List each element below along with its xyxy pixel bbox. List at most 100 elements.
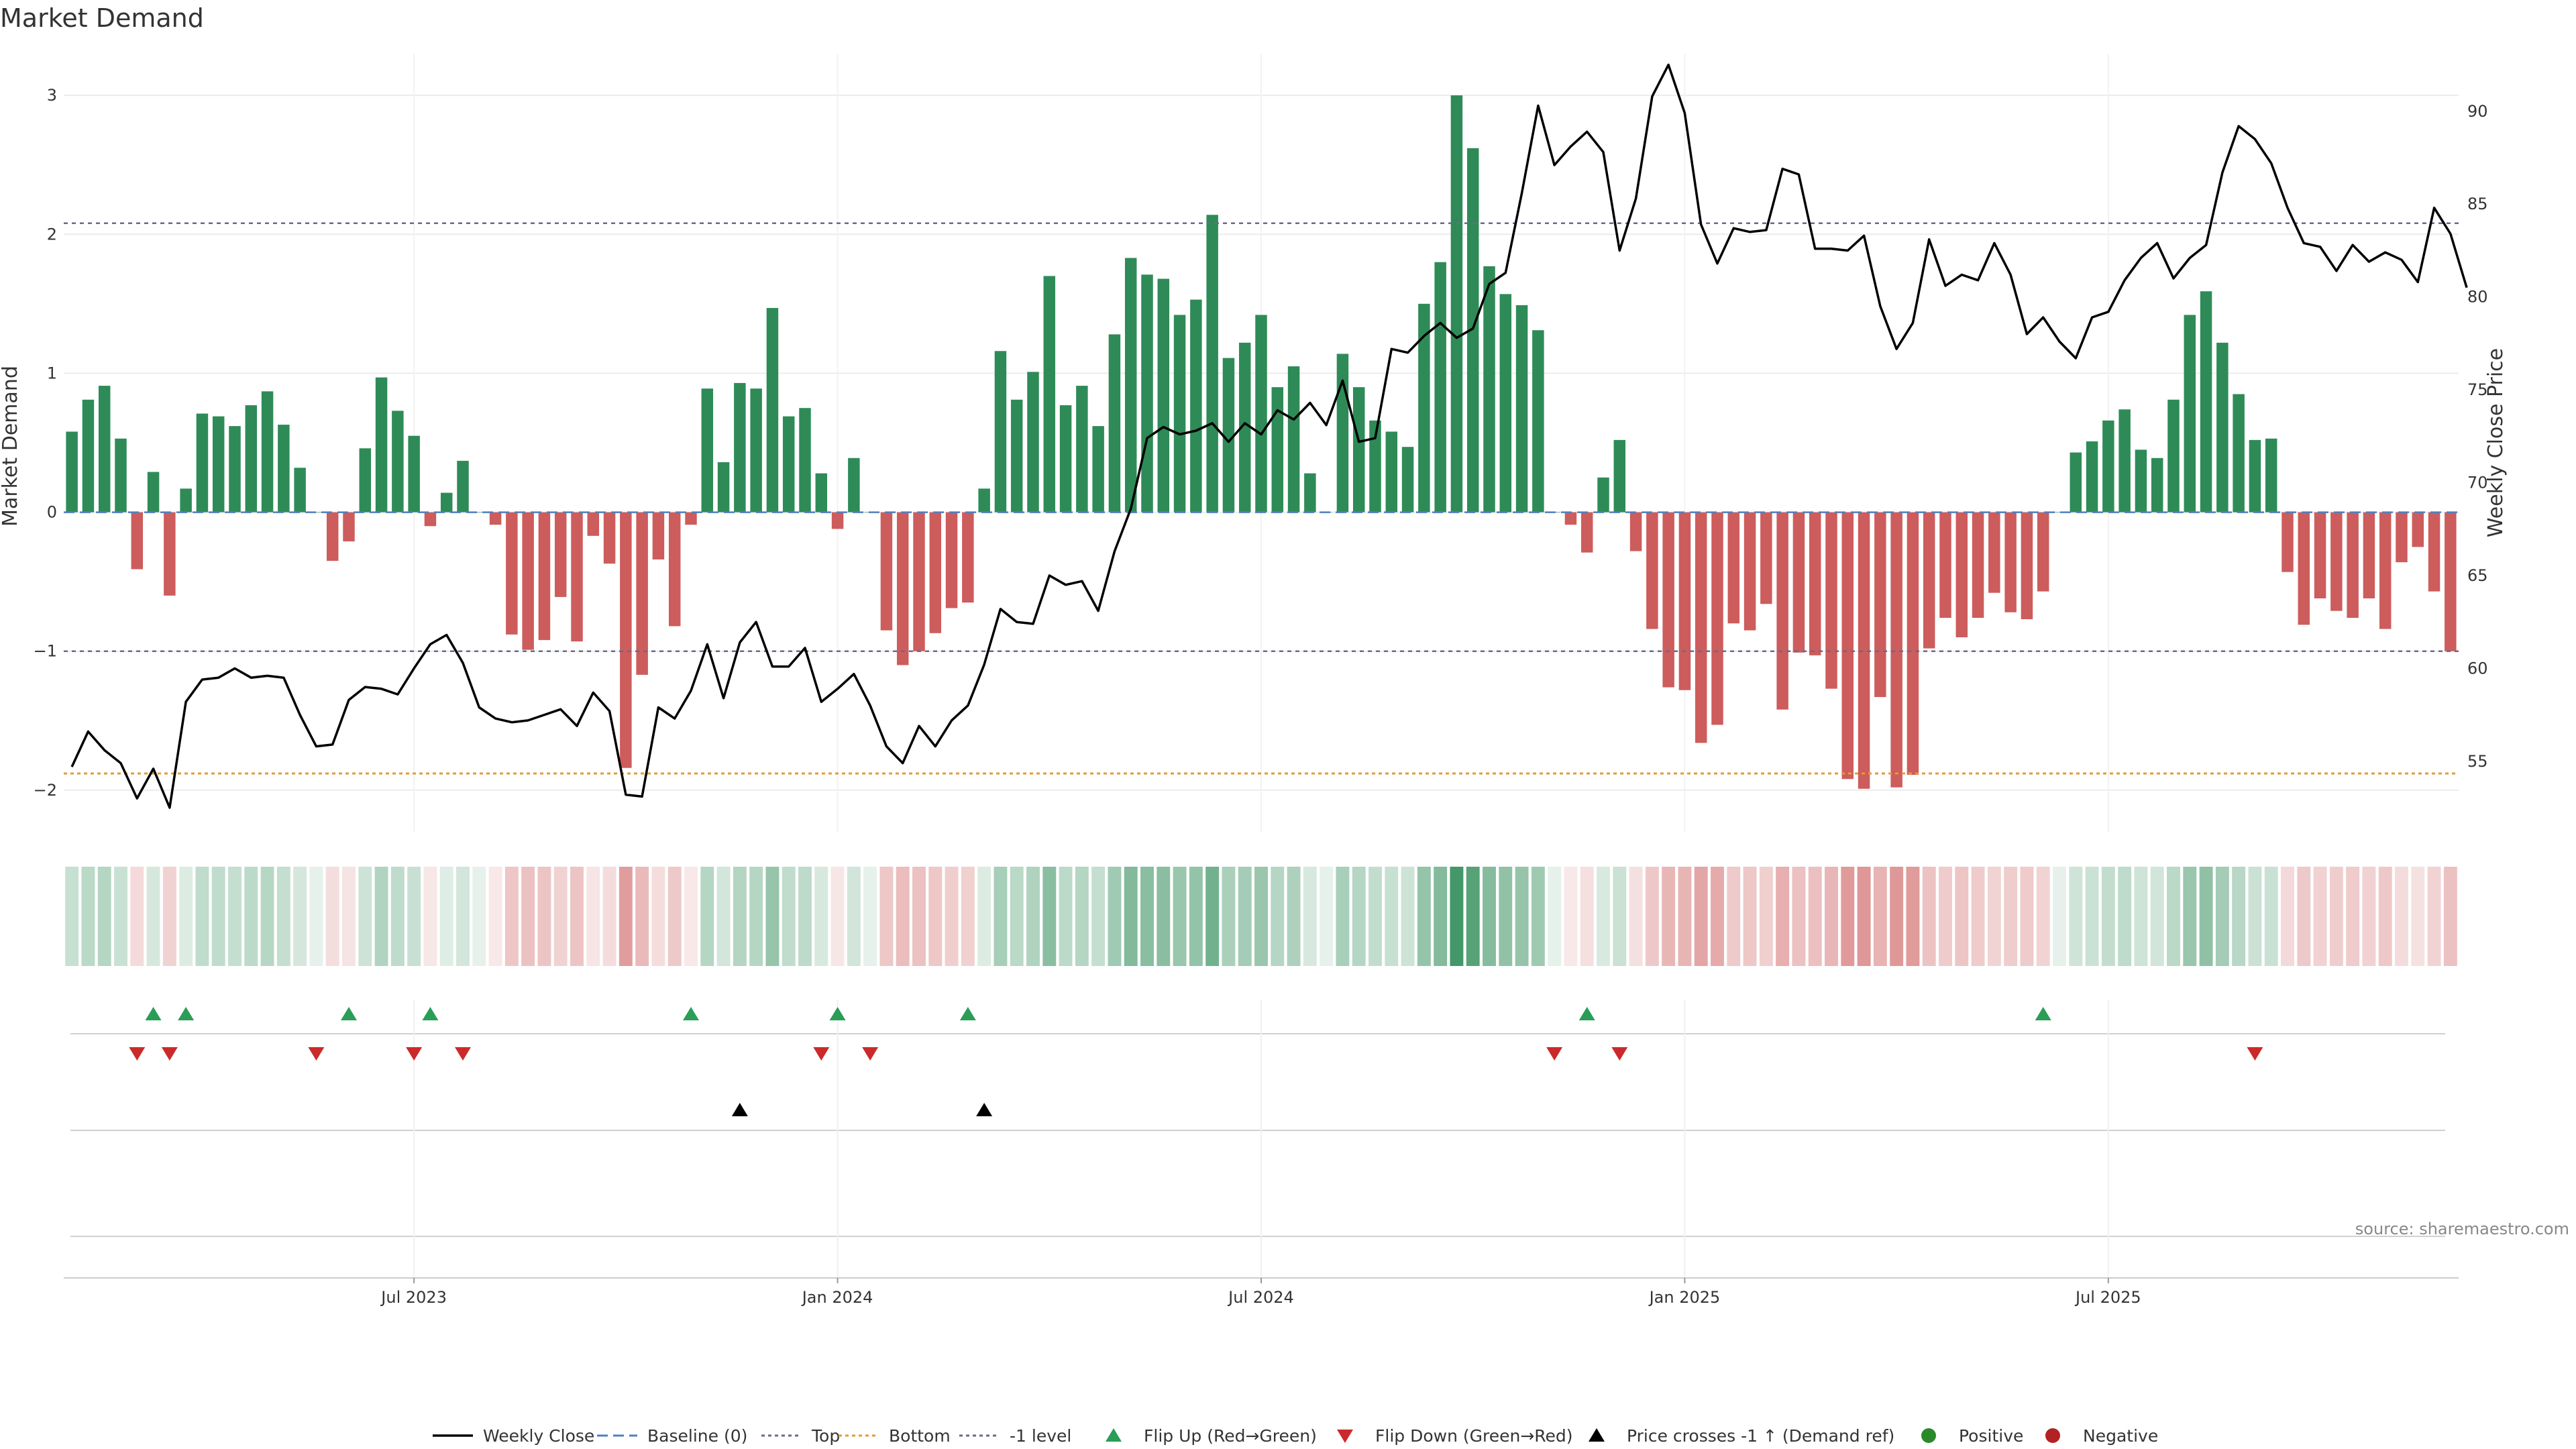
flip-down-marker — [1611, 1047, 1628, 1061]
demand-bar-negative — [1629, 512, 1642, 551]
demand-bar-negative — [636, 512, 648, 675]
demand-bar-negative — [424, 512, 437, 527]
demand-bar-negative — [2379, 512, 2392, 629]
heat-strip-cell — [1678, 867, 1692, 966]
flip-down-marker — [308, 1047, 325, 1061]
demand-bar-negative — [571, 512, 583, 642]
heat-strip-cell — [2313, 867, 2327, 966]
demand-bar-positive — [66, 431, 78, 513]
legend-item: Flip Up (Red→Green) — [1106, 1426, 1317, 1446]
heat-strip-cell — [2004, 867, 2018, 966]
heat-strip-cell — [1955, 867, 1969, 966]
right-tick-label: 80 — [2467, 288, 2488, 307]
demand-bar-positive — [1010, 399, 1023, 513]
demand-bar-positive — [1450, 95, 1463, 513]
demand-bar-positive — [1173, 315, 1186, 513]
demand-bar-positive — [1499, 294, 1512, 513]
heat-strip-cell — [716, 867, 731, 966]
heat-strip-cell — [1320, 867, 1334, 966]
demand-bar-positive — [766, 308, 779, 513]
demand-bar-positive — [717, 462, 730, 513]
heat-strip-cell — [1939, 867, 1952, 966]
demand-bar-positive — [2184, 315, 2196, 513]
demand-bar-positive — [1043, 276, 1056, 513]
heat-strip-cell — [2346, 867, 2360, 966]
demand-bar-negative — [880, 512, 893, 631]
demand-bar-positive — [180, 488, 192, 513]
demand-bar-positive — [1418, 303, 1430, 513]
demand-bar-positive — [245, 405, 258, 513]
demand-bar-negative — [685, 512, 697, 525]
heat-strip-cell — [374, 867, 388, 966]
heat-strip-cell — [1483, 867, 1496, 966]
heat-strip-cell — [1450, 867, 1464, 966]
heat-strip-cell — [847, 867, 861, 966]
demand-bar-negative — [1988, 512, 2000, 593]
right-tick-label: 70 — [2467, 474, 2488, 492]
heat-strip-cell — [1385, 867, 1399, 966]
demand-bar-positive — [1385, 431, 1398, 513]
flip-down-marker — [129, 1047, 146, 1061]
heat-strip-cell — [1531, 867, 1545, 966]
demand-bar-positive — [1027, 372, 1039, 513]
demand-bar-negative — [2021, 512, 2033, 620]
heat-strip-cell — [179, 867, 193, 966]
demand-bar-positive — [1613, 439, 1626, 513]
heat-strip-cell — [1075, 867, 1089, 966]
demand-bar-positive — [2102, 420, 2114, 513]
grid — [64, 54, 2459, 1278]
demand-bar-negative — [1955, 512, 1968, 637]
heat-strip-cell — [537, 867, 551, 966]
demand-bar-negative — [2445, 512, 2457, 651]
heat-strip-cell — [2036, 867, 2050, 966]
heat-strip-cell — [146, 867, 160, 966]
demand-bar-positive — [2265, 438, 2277, 513]
heat-strip-cell — [765, 867, 780, 966]
demand-bar-positive — [734, 382, 746, 513]
x-axis: Jul 2023 Jan 2024 Jul 2024 Jan 2025 Jul 2025 — [64, 1277, 2459, 1307]
heat-strip-cell — [97, 867, 111, 966]
right-tick-label: 60 — [2467, 659, 2488, 678]
demand-bar-negative — [1874, 512, 1886, 698]
demand-bar-positive — [1141, 274, 1153, 513]
heat-strip-cell — [1157, 867, 1171, 966]
legend-item: Bottom — [839, 1426, 951, 1446]
heat-strip-cell — [1873, 867, 1887, 966]
heat-strip-cell — [912, 867, 926, 966]
demand-bar-positive — [1401, 447, 1414, 513]
demand-bar-positive — [375, 377, 388, 513]
heat-strip-cell — [961, 867, 975, 966]
legend-swatch — [1921, 1428, 1936, 1443]
weekly-close-line — [70, 63, 2468, 809]
event-markers — [129, 1007, 2263, 1116]
legend-swatch — [2045, 1428, 2060, 1443]
demand-bar-positive — [750, 388, 762, 513]
heat-strip-cell — [1743, 867, 1757, 966]
heat-strip-cell — [325, 867, 339, 966]
heat-strip-cell — [2183, 867, 2197, 966]
demand-bar-positive — [1515, 305, 1528, 513]
heat-strip-cell — [1140, 867, 1154, 966]
demand-bar-negative — [2037, 512, 2049, 592]
demand-bar-positive — [1222, 358, 1235, 513]
demand-bar-positive — [1466, 148, 1479, 513]
heat-strip-cell — [114, 867, 127, 966]
demand-bar-positive — [1597, 477, 1609, 513]
heat-strip-cell — [2118, 867, 2132, 966]
demand-bar-negative — [343, 512, 355, 542]
heat-strip-cell — [1922, 867, 1936, 966]
legend-label: Negative — [2083, 1426, 2158, 1446]
heat-strip-cell — [1694, 867, 1708, 966]
heat-strip-cell — [1466, 867, 1480, 966]
heat-strip-cell — [1841, 867, 1855, 966]
demand-bar-negative — [2396, 512, 2408, 563]
heat-strip-cell — [2167, 867, 2180, 966]
heat-strip-cell — [1124, 867, 1138, 966]
demand-bar-positive — [1304, 473, 1316, 513]
legend-label: -1 level — [1010, 1426, 1071, 1446]
demand-bar-positive — [408, 435, 420, 513]
heat-strip-cell — [2443, 867, 2457, 966]
demand-bar-positive — [799, 408, 811, 513]
demand-bar-positive — [147, 472, 160, 513]
